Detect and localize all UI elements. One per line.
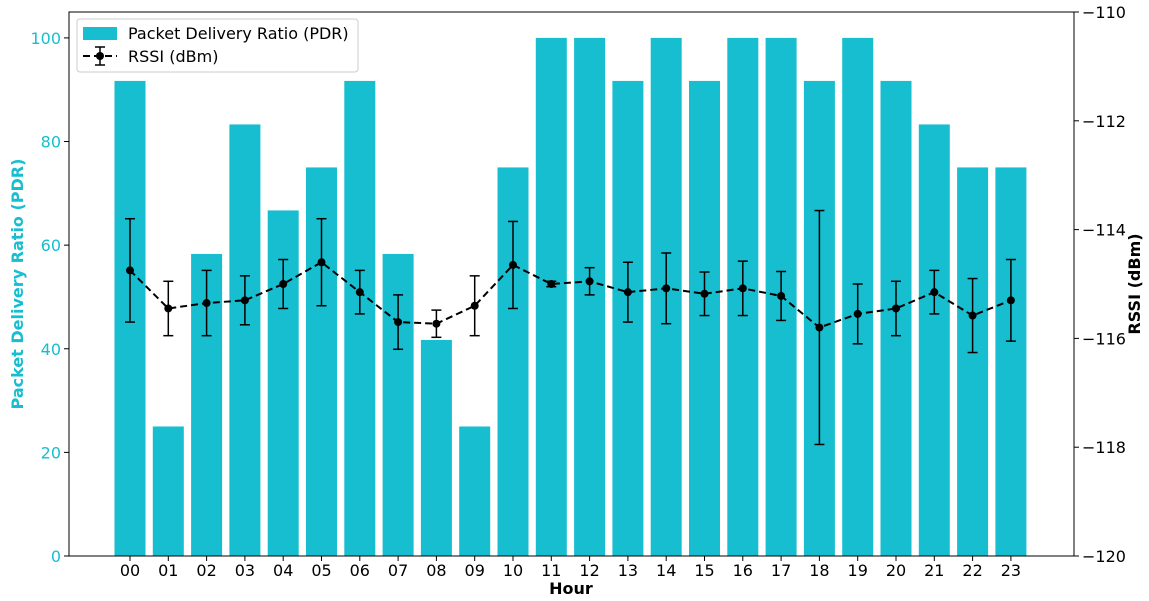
x-tick-label-04: 04 (273, 561, 293, 580)
x-tick-label-17: 17 (771, 561, 791, 580)
rssi-point-14 (662, 284, 671, 293)
rssi-point-17 (777, 291, 786, 300)
pdr-bar-11 (535, 37, 567, 556)
rssi-point-21 (930, 288, 939, 297)
legend: Packet Delivery Ratio (PDR) RSSI (dBm) (76, 18, 359, 73)
x-tick-label-18: 18 (809, 561, 829, 580)
x-tick-label-21: 21 (924, 561, 944, 580)
pdr-bar-06 (344, 80, 376, 556)
rssi-line (129, 261, 1012, 329)
x-tick-label-13: 13 (618, 561, 638, 580)
x-tick-label-15: 15 (694, 561, 714, 580)
pdr-bar-21 (918, 124, 950, 557)
x-tick-label-02: 02 (196, 561, 216, 580)
right-tick-label-3: −114 (1082, 221, 1126, 240)
x-tick-label-14: 14 (656, 561, 676, 580)
right-y-axis: −120 −118 −116 −114 −112 −110 (1074, 3, 1126, 566)
pdr-bar-03 (229, 124, 261, 557)
rssi-point-05 (317, 258, 326, 267)
rssi-point-04 (279, 280, 288, 288)
x-tick-label-22: 22 (962, 561, 982, 580)
left-tick-label-40: 40 (41, 340, 61, 359)
pdr-bar-22 (957, 167, 989, 556)
rssi-point-02 (202, 299, 211, 308)
rssi-point-09 (470, 301, 479, 310)
x-tick-label-19: 19 (848, 561, 868, 580)
pdr-bar-09 (459, 426, 491, 556)
x-axis: 00 01 02 03 04 05 06 07 08 09 10 11 12 13 14 15 16 17 18 19… (120, 556, 1021, 580)
right-tick-label-1: −118 (1082, 438, 1126, 457)
x-tick-label-05: 05 (311, 561, 331, 580)
legend-swatch-rssi (83, 46, 117, 66)
left-tick-label-100: 100 (30, 29, 61, 48)
rssi-point-06 (355, 288, 364, 297)
x-tick-label-16: 16 (733, 561, 753, 580)
rssi-point-12 (585, 277, 594, 286)
x-tick-label-23: 23 (1001, 561, 1021, 580)
right-tick-label-2: −116 (1082, 329, 1126, 348)
x-tick-label-08: 08 (426, 561, 446, 580)
x-tick-label-00: 00 (120, 561, 140, 580)
x-axis-title: Hour (549, 579, 593, 598)
right-tick-label-0: −120 (1082, 547, 1126, 566)
rssi-point-23 (1006, 296, 1015, 305)
rssi-point-13 (623, 288, 632, 297)
x-tick-label-10: 10 (503, 561, 523, 580)
right-tick-label-5: −110 (1082, 3, 1126, 22)
left-tick-label-20: 20 (41, 443, 61, 462)
legend-box (76, 18, 359, 73)
left-y-axis-title: Packet Delivery Ratio (PDR) (8, 159, 27, 410)
right-tick-label-4: −112 (1082, 112, 1126, 131)
rssi-point-03 (240, 296, 249, 305)
rssi-point-16 (738, 284, 747, 293)
rssi-point-15 (700, 289, 709, 298)
rssi-point-08 (432, 319, 441, 328)
left-tick-label-0: 0 (51, 547, 61, 566)
rssi-point-22 (968, 311, 977, 320)
pdr-bars (114, 37, 1027, 557)
rssi-point-00 (126, 266, 134, 275)
x-tick-label-11: 11 (541, 561, 561, 580)
legend-label-pdr: Packet Delivery Ratio (PDR) (128, 24, 349, 43)
rssi-point-07 (394, 318, 403, 327)
x-tick-label-20: 20 (886, 561, 906, 580)
legend-label-rssi: RSSI (dBm) (128, 47, 218, 66)
rssi-point-19 (853, 309, 862, 318)
pdr-bar-23 (995, 167, 1027, 556)
x-tick-label-12: 12 (579, 561, 599, 580)
pdr-bar-08 (420, 339, 452, 556)
left-tick-label-80: 80 (41, 133, 61, 152)
rssi-point-11 (547, 280, 556, 288)
x-tick-label-06: 06 (350, 561, 370, 580)
x-tick-label-01: 01 (158, 561, 178, 580)
rssi-point-10 (509, 260, 517, 269)
x-tick-label-09: 09 (465, 561, 485, 580)
left-tick-label-60: 60 (41, 236, 61, 255)
rssi-markers (126, 258, 1015, 332)
plot-frame (68, 11, 1075, 557)
pdr-bar-12 (574, 37, 606, 556)
rssi-point-18 (815, 323, 824, 332)
x-tick-label-03: 03 (235, 561, 255, 580)
x-tick-label-07: 07 (388, 561, 408, 580)
rssi-point-20 (892, 304, 900, 313)
pdr-bar-15 (689, 80, 720, 556)
pdr-bar-01 (152, 426, 184, 556)
rssi-point-01 (164, 304, 173, 313)
legend-swatch-pdr (83, 27, 117, 40)
left-y-axis: 0 20 40 60 80 100 (30, 29, 69, 566)
right-y-axis-title: RSSI (dBm) (1125, 233, 1144, 334)
